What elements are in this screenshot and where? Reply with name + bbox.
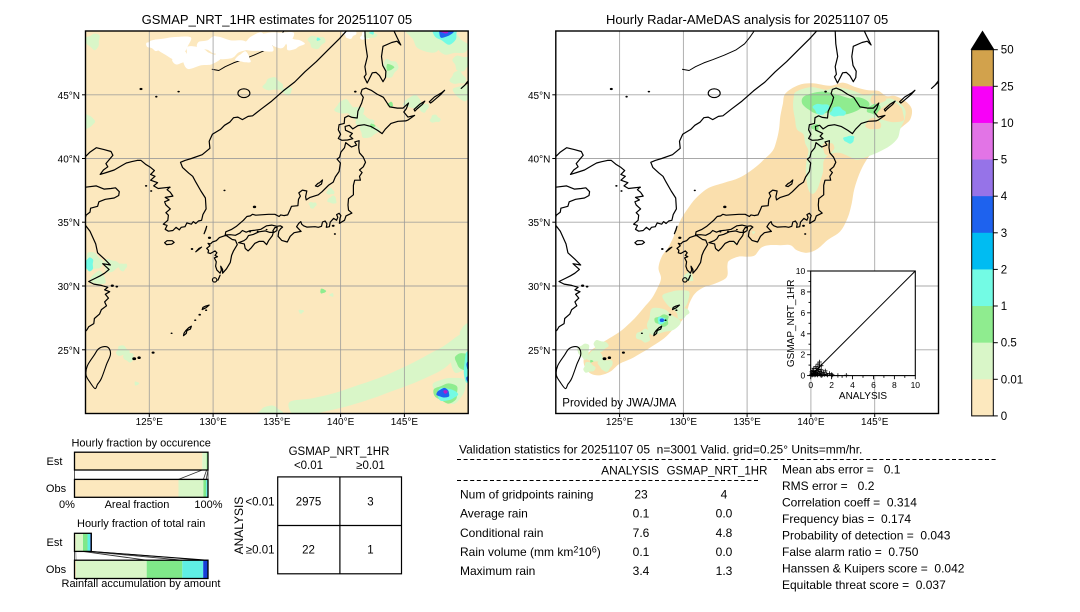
- svg-text:GSMAP_NRT_1HR: GSMAP_NRT_1HR: [289, 446, 390, 458]
- svg-text:≥0.01: ≥0.01: [356, 460, 385, 472]
- svg-text:8: 8: [800, 287, 805, 297]
- svg-text:1.3: 1.3: [716, 564, 733, 578]
- svg-text:Correlation coeff = 0.314: Correlation coeff = 0.314: [782, 496, 917, 510]
- svg-text:Rain volume (mm km2106): Rain volume (mm km2106): [460, 545, 601, 560]
- svg-text:10: 10: [911, 380, 921, 390]
- svg-text:3: 3: [1001, 228, 1007, 240]
- svg-text:0.5: 0.5: [1001, 338, 1017, 350]
- svg-text:0: 0: [1001, 411, 1007, 423]
- svg-text:130°E: 130°E: [670, 417, 698, 428]
- svg-text:Maximum rain: Maximum rain: [460, 564, 535, 578]
- svg-text:145°E: 145°E: [391, 417, 419, 428]
- svg-text:Num of gridpoints raining: Num of gridpoints raining: [460, 488, 593, 502]
- svg-text:0.1: 0.1: [633, 507, 650, 521]
- svg-text:<0.01: <0.01: [294, 460, 323, 472]
- svg-text:Obs: Obs: [46, 564, 67, 576]
- svg-text:100%: 100%: [194, 499, 222, 511]
- svg-text:Obs: Obs: [46, 483, 67, 495]
- svg-text:135°E: 135°E: [733, 417, 761, 428]
- svg-text:0: 0: [808, 380, 813, 390]
- svg-text:False alarm ratio = 0.750: False alarm ratio = 0.750: [782, 545, 919, 559]
- svg-text:22: 22: [302, 545, 315, 557]
- svg-text:140°E: 140°E: [797, 417, 825, 428]
- svg-text:25: 25: [1001, 81, 1014, 93]
- svg-text:125°E: 125°E: [136, 417, 164, 428]
- svg-text:Hourly fraction of total rain: Hourly fraction of total rain: [77, 518, 205, 530]
- svg-text:GSMAP_NRT_1HR: GSMAP_NRT_1HR: [786, 279, 797, 367]
- svg-text:10: 10: [796, 266, 806, 276]
- svg-text:<0.01: <0.01: [245, 497, 274, 509]
- svg-text:Hourly fraction by occurence: Hourly fraction by occurence: [71, 438, 210, 450]
- svg-text:35°N: 35°N: [528, 218, 550, 229]
- svg-text:GSMAP_NRT_1HR: GSMAP_NRT_1HR: [667, 466, 768, 478]
- svg-text:0.0: 0.0: [716, 507, 733, 521]
- svg-text:6: 6: [800, 308, 805, 318]
- svg-text:Mean abs error = 0.1: Mean abs error = 0.1: [782, 463, 901, 477]
- svg-text:4: 4: [800, 329, 805, 339]
- svg-text:10: 10: [1001, 118, 1014, 130]
- svg-text:0.0: 0.0: [716, 545, 733, 559]
- svg-text:Est: Est: [47, 537, 63, 549]
- svg-text:4.8: 4.8: [716, 526, 733, 540]
- svg-text:ANALYSIS: ANALYSIS: [839, 391, 887, 402]
- svg-text:50: 50: [1001, 45, 1014, 57]
- svg-text:Equitable threat score = 0.03: Equitable threat score = 0.037: [782, 578, 946, 592]
- svg-text:25°N: 25°N: [528, 346, 550, 357]
- svg-text:0%: 0%: [59, 499, 75, 511]
- svg-text:1: 1: [367, 545, 373, 557]
- svg-text:Est: Est: [47, 456, 63, 468]
- svg-text:ANALYSIS: ANALYSIS: [232, 497, 246, 555]
- svg-text:3: 3: [367, 497, 373, 509]
- svg-text:7.6: 7.6: [633, 526, 650, 540]
- svg-text:≥0.01: ≥0.01: [246, 545, 275, 557]
- svg-text:2: 2: [800, 350, 805, 360]
- svg-text:0.1: 0.1: [633, 545, 650, 559]
- svg-text:Areal fraction: Areal fraction: [105, 499, 170, 511]
- svg-text:3.4: 3.4: [633, 564, 650, 578]
- svg-text:135°E: 135°E: [263, 417, 291, 428]
- svg-text:Probability of detection = 0.: Probability of detection = 0.043: [782, 529, 951, 543]
- svg-text:5: 5: [1001, 155, 1007, 167]
- svg-text:8: 8: [892, 380, 897, 390]
- svg-text:6: 6: [871, 380, 876, 390]
- svg-text:1: 1: [1001, 301, 1007, 313]
- svg-text:4: 4: [721, 488, 728, 502]
- svg-text:45°N: 45°N: [528, 91, 550, 102]
- svg-text:Average rain: Average rain: [460, 507, 528, 521]
- svg-text:4: 4: [1001, 191, 1008, 203]
- svg-text:Frequency bias = 0.174: Frequency bias = 0.174: [782, 512, 911, 526]
- svg-text:RMS error = 0.2: RMS error = 0.2: [782, 479, 875, 493]
- svg-text:ANALYSIS: ANALYSIS: [601, 464, 659, 478]
- svg-text:30°N: 30°N: [58, 282, 80, 293]
- svg-text:30°N: 30°N: [528, 282, 550, 293]
- svg-text:40°N: 40°N: [528, 155, 550, 166]
- svg-text:145°E: 145°E: [861, 417, 889, 428]
- svg-text:2: 2: [1001, 264, 1007, 276]
- svg-text:2975: 2975: [296, 497, 322, 509]
- svg-text:140°E: 140°E: [327, 417, 355, 428]
- svg-text:4: 4: [850, 380, 855, 390]
- svg-text:Validation statistics for 2025: Validation statistics for 20251107 05 n=…: [459, 443, 862, 457]
- svg-text:125°E: 125°E: [606, 417, 634, 428]
- svg-text:GSMAP_NRT_1HR estimates for 20: GSMAP_NRT_1HR estimates for 20251107 05: [142, 12, 413, 27]
- svg-text:0: 0: [800, 371, 805, 381]
- svg-text:25°N: 25°N: [58, 346, 80, 357]
- svg-text:23: 23: [634, 488, 648, 502]
- svg-text:Provided by JWA/JMA: Provided by JWA/JMA: [562, 398, 676, 410]
- svg-text:Hanssen & Kuipers score = 0.0: Hanssen & Kuipers score = 0.042: [782, 562, 965, 576]
- svg-text:Rainfall accumulation by amoun: Rainfall accumulation by amount: [62, 578, 221, 590]
- svg-text:130°E: 130°E: [199, 417, 227, 428]
- svg-text:40°N: 40°N: [58, 155, 80, 166]
- svg-text:2: 2: [829, 380, 834, 390]
- svg-text:45°N: 45°N: [58, 91, 80, 102]
- svg-text:Conditional rain: Conditional rain: [460, 526, 543, 540]
- svg-text:0.01: 0.01: [1001, 374, 1023, 386]
- svg-text:35°N: 35°N: [58, 218, 80, 229]
- svg-text:Hourly Radar-AMeDAS analysis f: Hourly Radar-AMeDAS analysis for 2025110…: [606, 12, 888, 27]
